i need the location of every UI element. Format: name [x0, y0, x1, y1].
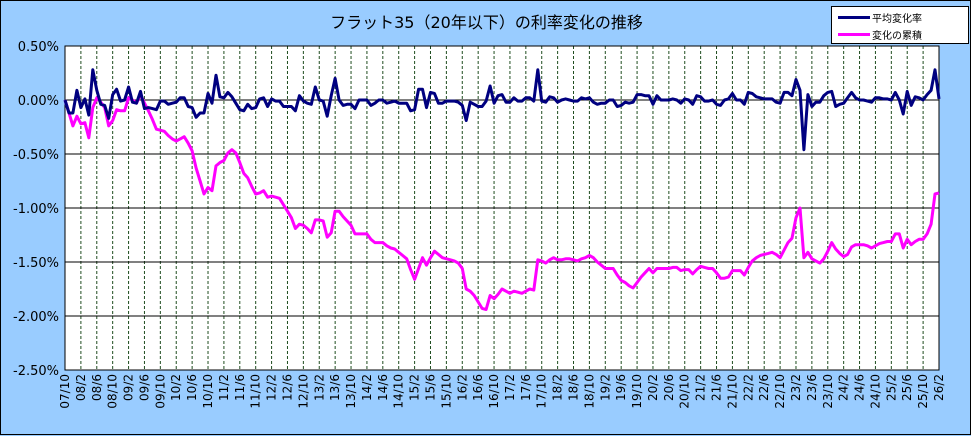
x-tick-label: 22/10 [773, 374, 787, 409]
legend-label: 変化の累積 [872, 30, 922, 42]
x-tick-label: 08/6 [90, 374, 104, 401]
x-tick-label: 14/2 [360, 374, 374, 401]
x-tick-label: 11/6 [233, 374, 247, 401]
x-tick-label: 17/6 [519, 374, 533, 401]
x-tick-label: 25/10 [916, 374, 930, 409]
x-tick-label: 08/2 [74, 374, 88, 401]
x-tick-label: 09/2 [122, 374, 136, 401]
x-tick-label: 24/2 [837, 374, 851, 401]
y-tick-label: -0.50% [13, 148, 59, 163]
legend: 平均変化率 変化の累積 [831, 6, 969, 44]
x-tick-label: 25/2 [884, 374, 898, 401]
x-tick-label: 20/6 [662, 374, 676, 401]
x-tick-label: 18/6 [567, 374, 581, 401]
x-tick-label: 16/10 [487, 374, 501, 409]
x-tick-label: 18/10 [582, 374, 596, 409]
y-tick-label: -2.00% [13, 310, 59, 325]
x-tick-label: 11/2 [217, 374, 231, 401]
plot-border [64, 45, 940, 371]
x-tick-label: 12/2 [265, 374, 279, 401]
x-tick-label: 23/10 [821, 374, 835, 409]
x-tick-label: 22/2 [741, 374, 755, 401]
x-tick-label: 13/10 [344, 374, 358, 409]
x-tick-label: 08/10 [106, 374, 120, 409]
x-tick-label: 15/6 [423, 374, 437, 401]
legend-item-cumulative: 変化の累積 [838, 27, 922, 42]
legend-swatch-magenta [838, 32, 870, 36]
x-tick-label: 10/6 [185, 374, 199, 401]
x-tick-label: 17/10 [535, 374, 549, 409]
y-tick-label: -2.50% [13, 364, 59, 379]
x-tick-label: 24/6 [853, 374, 867, 401]
x-tick-label: 10/2 [169, 374, 183, 401]
x-tick-label: 14/6 [376, 374, 390, 401]
y-tick-label: -1.00% [13, 202, 59, 217]
x-tick-label: 15/2 [408, 374, 422, 401]
x-tick-label: 20/10 [678, 374, 692, 409]
y-tick-label: 0.00% [18, 94, 59, 109]
x-tick-label: 09/10 [153, 374, 167, 409]
x-tick-label: 15/10 [439, 374, 453, 409]
x-tick-label: 19/6 [614, 374, 628, 401]
x-tick-label: 13/6 [328, 374, 342, 401]
chart-title: フラット35（20年以下）の利率変化の推移 [330, 13, 643, 32]
x-tick-label: 19/10 [630, 374, 644, 409]
x-tick-label: 18/2 [551, 374, 565, 401]
x-tick-label: 21/10 [725, 374, 739, 409]
x-tick-label: 14/10 [392, 374, 406, 409]
x-tick-label: 12/10 [296, 374, 310, 409]
x-tick-label: 23/2 [789, 374, 803, 401]
x-tick-label: 26/2 [932, 374, 946, 401]
x-tick-label: 07/10 [58, 374, 72, 409]
x-tick-label: 10/10 [201, 374, 215, 409]
series-line-average-change [63, 68, 941, 152]
legend-swatch-navy [838, 15, 870, 19]
x-tick-label: 12/6 [280, 374, 294, 401]
x-tick-label: 22/6 [757, 374, 771, 401]
legend-item-average-change: 平均変化率 [838, 10, 922, 25]
x-tick-label: 25/6 [900, 374, 914, 401]
legend-label: 平均変化率 [872, 13, 922, 25]
x-tick-label: 19/2 [598, 374, 612, 401]
x-tick-label: 09/6 [137, 374, 151, 401]
x-tick-label: 21/6 [710, 374, 724, 401]
x-tick-label: 17/2 [503, 374, 517, 401]
x-tick-label: 24/10 [868, 374, 882, 409]
series-line-cumulative [63, 93, 940, 311]
x-tick-label: 16/6 [471, 374, 485, 401]
x-tick-label: 13/2 [312, 374, 326, 401]
y-tick-label: -1.50% [13, 256, 59, 271]
x-tick-label: 21/2 [694, 374, 708, 401]
x-tick-label: 16/2 [455, 374, 469, 401]
x-tick-label: 23/6 [805, 374, 819, 401]
y-tick-label: 0.50% [18, 40, 59, 55]
x-tick-label: 11/10 [249, 374, 263, 409]
x-tick-label: 20/2 [646, 374, 660, 401]
